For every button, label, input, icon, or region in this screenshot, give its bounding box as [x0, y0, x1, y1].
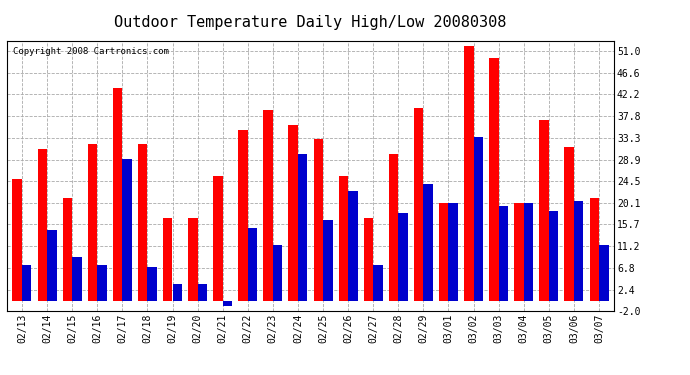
Bar [72, 257, 81, 302]
Bar [424, 184, 433, 302]
Bar [188, 218, 197, 302]
Bar [213, 176, 223, 302]
Bar [163, 218, 172, 302]
Bar [574, 201, 584, 302]
Bar [197, 284, 207, 302]
Text: Outdoor Temperature Daily High/Low 20080308: Outdoor Temperature Daily High/Low 20080… [115, 15, 506, 30]
Bar [298, 154, 308, 302]
Bar [373, 265, 383, 302]
Bar [549, 211, 558, 302]
Bar [138, 144, 148, 302]
Bar [122, 159, 132, 302]
Bar [223, 302, 233, 306]
Bar [540, 120, 549, 302]
Bar [112, 88, 122, 302]
Bar [524, 203, 533, 302]
Bar [238, 130, 248, 302]
Bar [264, 110, 273, 302]
Bar [63, 198, 72, 302]
Bar [599, 245, 609, 302]
Bar [388, 154, 398, 302]
Bar [348, 191, 357, 302]
Bar [499, 206, 509, 302]
Bar [564, 147, 574, 302]
Bar [489, 58, 499, 302]
Bar [313, 140, 323, 302]
Bar [589, 198, 599, 302]
Bar [339, 176, 348, 302]
Bar [448, 203, 458, 302]
Bar [22, 265, 32, 302]
Bar [37, 149, 47, 302]
Text: Copyright 2008 Cartronics.com: Copyright 2008 Cartronics.com [13, 46, 169, 56]
Bar [414, 108, 424, 302]
Bar [464, 46, 473, 302]
Bar [439, 203, 449, 302]
Bar [398, 213, 408, 302]
Bar [97, 265, 107, 302]
Bar [248, 228, 257, 302]
Bar [273, 245, 282, 302]
Bar [288, 125, 298, 302]
Bar [88, 144, 97, 302]
Bar [514, 203, 524, 302]
Bar [323, 220, 333, 302]
Bar [172, 284, 182, 302]
Bar [12, 179, 22, 302]
Bar [364, 218, 373, 302]
Bar [148, 267, 157, 302]
Bar [473, 137, 483, 302]
Bar [47, 230, 57, 302]
